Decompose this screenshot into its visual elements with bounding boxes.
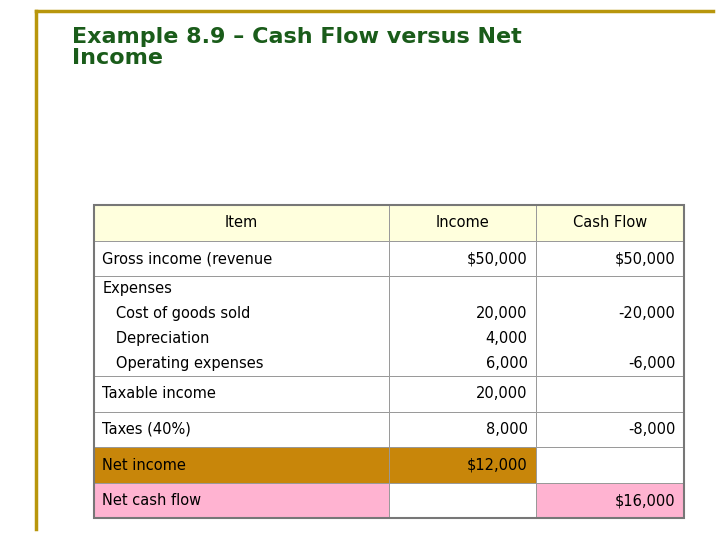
Text: Net income: Net income — [102, 457, 186, 472]
Text: -20,000: -20,000 — [618, 306, 675, 321]
Text: $50,000: $50,000 — [467, 251, 528, 266]
Text: $12,000: $12,000 — [467, 457, 528, 472]
Text: -8,000: -8,000 — [628, 422, 675, 437]
Text: Income: Income — [436, 215, 490, 231]
Text: Expenses: Expenses — [102, 281, 172, 296]
Text: $50,000: $50,000 — [615, 251, 675, 266]
Text: Item: Item — [225, 215, 258, 231]
Text: Cost of goods sold: Cost of goods sold — [102, 306, 251, 321]
Text: Cash Flow: Cash Flow — [573, 215, 647, 231]
Text: 4,000: 4,000 — [486, 331, 528, 346]
Text: Net cash flow: Net cash flow — [102, 493, 202, 508]
Text: 6,000: 6,000 — [486, 356, 528, 371]
Text: 8,000: 8,000 — [486, 422, 528, 437]
Text: Gross income (revenue: Gross income (revenue — [102, 251, 272, 266]
Text: $16,000: $16,000 — [615, 493, 675, 508]
Text: -6,000: -6,000 — [628, 356, 675, 371]
Text: Operating expenses: Operating expenses — [102, 356, 264, 371]
Text: Taxes (40%): Taxes (40%) — [102, 422, 191, 437]
Text: 20,000: 20,000 — [476, 386, 528, 401]
Text: Income: Income — [72, 48, 163, 68]
Text: Taxable income: Taxable income — [102, 386, 216, 401]
Text: Example 8.9 – Cash Flow versus Net: Example 8.9 – Cash Flow versus Net — [72, 27, 522, 47]
Text: Depreciation: Depreciation — [102, 331, 210, 346]
Text: 20,000: 20,000 — [476, 306, 528, 321]
